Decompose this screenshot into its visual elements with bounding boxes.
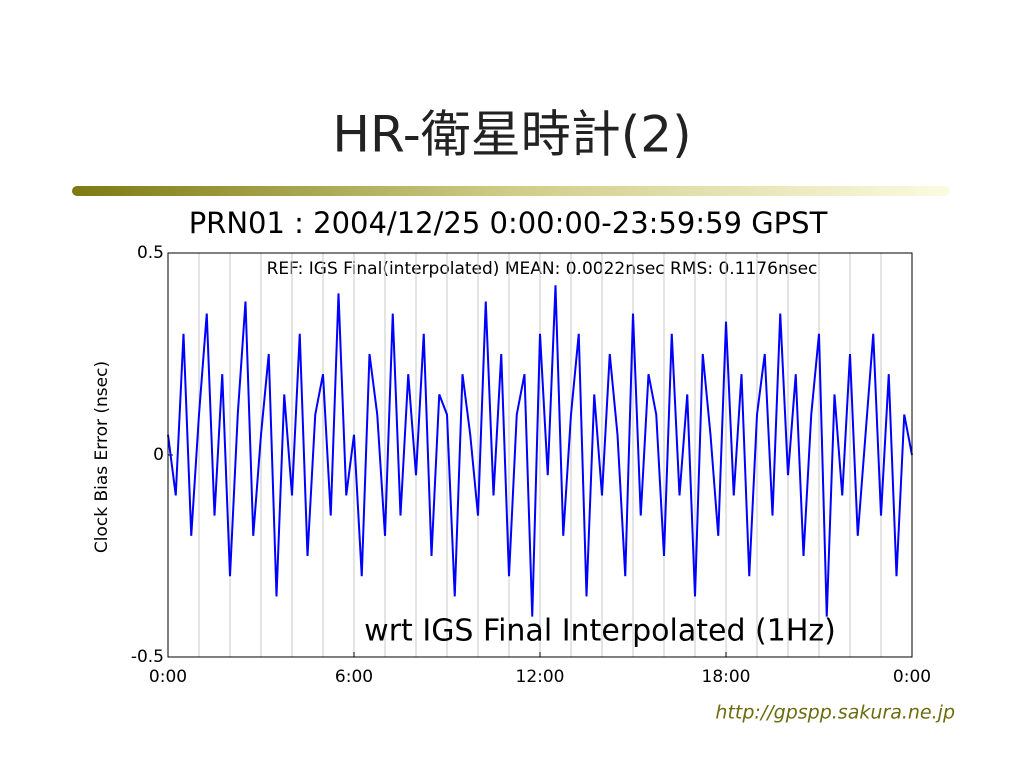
data-line bbox=[167, 285, 913, 617]
y-tick-label: 0 bbox=[153, 445, 164, 465]
annotation: wrt IGS Final Interpolated (1Hz) bbox=[364, 614, 836, 649]
y-tick-label: 0.5 bbox=[137, 243, 164, 263]
annotation: REF: IGS Final(interpolated) MEAN: 0.002… bbox=[267, 259, 818, 279]
x-tick-label: 0:00 bbox=[149, 667, 187, 687]
x-tick-label: 12:00 bbox=[516, 667, 565, 687]
footer-link: http://gpspp.sakura.ne.jp bbox=[715, 702, 955, 724]
x-tick-label: 0:00 bbox=[893, 667, 931, 687]
plot bbox=[167, 252, 913, 658]
y-tick-label: -0.5 bbox=[131, 647, 164, 667]
x-tick-label: 6:00 bbox=[335, 667, 373, 687]
y-axis-label: Clock Bias Error (nsec) bbox=[92, 361, 112, 553]
title-rule bbox=[72, 186, 950, 196]
plot-frame bbox=[167, 252, 913, 658]
slide-title: HR-衛星時計(2) bbox=[332, 106, 691, 164]
chart-title: PRN01 : 2004/12/25 0:00:00-23:59:59 GPST bbox=[189, 206, 828, 240]
x-tick-label: 18:00 bbox=[702, 667, 751, 687]
